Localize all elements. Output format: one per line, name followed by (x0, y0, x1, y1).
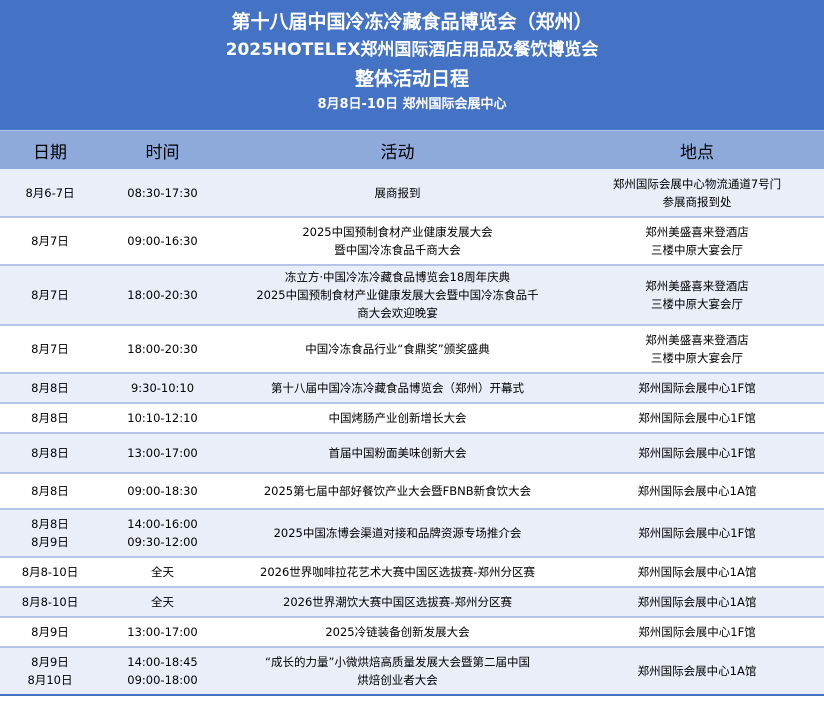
cell-time: 10:10-12:10 (100, 403, 225, 434)
table-header-row: 日期 时间 活动 地点 (0, 130, 824, 169)
table-row: 8月8日 9:30-10:10 第十八届中国冷冻冷藏食品博览会（郑州）开幕式 郑州国际… (0, 373, 824, 404)
cell-time: 14:00-16:00 09:30-12:00 (100, 509, 225, 558)
cell-time: 08:30-17:30 (100, 169, 225, 218)
cell-activity: 2025第七届中部好餐饮产业大会暨FBNB新食饮大会 (225, 473, 570, 510)
cell-location: 郑州国际会展中心物流通道7号门 参展商报到处 (570, 169, 824, 218)
header-date: 日期 (0, 130, 100, 169)
cell-location: 郑州国际会展中心1F馆 (570, 373, 824, 404)
cell-activity: 首届中国粉面美味创新大会 (225, 433, 570, 474)
cell-activity: 冻立方·中国冷冻冷藏食品博览会18周年庆典 2025中国预制食材产业健康发展大会… (225, 265, 570, 326)
table-row: 8月8日 09:00-18:30 2025第七届中部好餐饮产业大会暨FBNB新食饮大… (0, 473, 824, 510)
cell-date: 8月7日 (0, 325, 100, 374)
table-row: 8月8-10日 全天 2026世界潮饮大赛中国区选拔赛-郑州分区赛 郑州国际会展中心1… (0, 587, 824, 618)
table-row: 8月7日 09:00-16:30 2025中国预制食材产业健康发展大会 暨中国冷冻食… (0, 217, 824, 266)
schedule-table: 日期 时间 活动 地点 8月6-7日 08:30-17:30 展商报到 郑州国际会展中… (0, 130, 824, 696)
cell-activity: 2026世界咖啡拉花艺术大赛中国区选拔赛-郑州分区赛 (225, 557, 570, 588)
cell-location: 郑州美盛喜来登酒店 三楼中原大宴会厅 (570, 325, 824, 374)
header-time: 时间 (100, 130, 225, 169)
table-row: 8月9日 13:00-17:00 2025冷链装备创新发展大会 郑州国际会展中心1F馆 (0, 617, 824, 648)
cell-date: 8月8日 (0, 473, 100, 510)
cell-activity: 展商报到 (225, 169, 570, 218)
header-activity: 活动 (225, 130, 570, 169)
cell-date: 8月8日 8月9日 (0, 509, 100, 558)
cell-location: 郑州国际会展中心1A馆 (570, 473, 824, 510)
cell-location: 郑州美盛喜来登酒店 三楼中原大宴会厅 (570, 217, 824, 266)
cell-time: 13:00-17:00 (100, 617, 225, 648)
cell-location: 郑州国际会展中心1F馆 (570, 403, 824, 434)
table-row: 8月8日 8月9日 14:00-16:00 09:30-12:00 2025中国冻博… (0, 509, 824, 558)
table-row: 8月7日 18:00-20:30 冻立方·中国冷冻冷藏食品博览会18周年庆典 202… (0, 265, 824, 326)
table-row: 8月8-10日 全天 2026世界咖啡拉花艺术大赛中国区选拔赛-郑州分区赛 郑州国际会… (0, 557, 824, 588)
cell-time: 9:30-10:10 (100, 373, 225, 404)
table-row: 8月8日 13:00-17:00 首届中国粉面美味创新大会 郑州国际会展中心1F馆 (0, 433, 824, 474)
cell-location: 郑州国际会展中心1F馆 (570, 617, 824, 648)
cell-location: 郑州国际会展中心1F馆 (570, 509, 824, 558)
table-row: 8月7日 18:00-20:30 中国冷冻食品行业“食鼎奖”颁奖盛典 郑州美盛喜来登酒… (0, 325, 824, 374)
cell-time: 09:00-16:30 (100, 217, 225, 266)
cell-time: 09:00-18:30 (100, 473, 225, 510)
cell-date: 8月8-10日 (0, 557, 100, 588)
cell-date: 8月9日 8月10日 (0, 647, 100, 696)
cell-location: 郑州国际会展中心1A馆 (570, 587, 824, 618)
cell-activity: 中国烤肠产业创新增长大会 (225, 403, 570, 434)
cell-time: 14:00-18:45 09:00-18:00 (100, 647, 225, 696)
cell-date: 8月7日 (0, 265, 100, 326)
cell-activity: 2025中国冻博会渠道对接和品牌资源专场推介会 (225, 509, 570, 558)
cell-activity: 2025中国预制食材产业健康发展大会 暨中国冷冻食品千商大会 (225, 217, 570, 266)
table-row: 8月9日 8月10日 14:00-18:45 09:00-18:00 “成长的力量”… (0, 647, 824, 696)
cell-date: 8月8日 (0, 373, 100, 404)
cell-location: 郑州国际会展中心1A馆 (570, 647, 824, 696)
cell-time: 13:00-17:00 (100, 433, 225, 474)
cell-date: 8月8日 (0, 403, 100, 434)
table-row: 8月8日 10:10-12:10 中国烤肠产业创新增长大会 郑州国际会展中心1F馆 (0, 403, 824, 434)
cell-time: 全天 (100, 557, 225, 588)
hotelex-title: 2025HOTELEX郑州国际酒店用品及餐饮博览会 (225, 40, 599, 60)
cell-time: 全天 (100, 587, 225, 618)
cell-activity: “成长的力量”小微烘焙高质量发展大会暨第二届中国 烘焙创业者大会 (225, 647, 570, 696)
date-venue-subtitle: 8月8日-10日 郑州国际会展中心 (317, 97, 507, 112)
header-location: 地点 (570, 130, 824, 169)
cell-time: 18:00-20:30 (100, 265, 225, 326)
cell-location: 郑州国际会展中心1F馆 (570, 433, 824, 474)
cell-date: 8月6-7日 (0, 169, 100, 218)
cell-date: 8月7日 (0, 217, 100, 266)
cell-location: 郑州国际会展中心1A馆 (570, 557, 824, 588)
cell-time: 18:00-20:30 (100, 325, 225, 374)
cell-date: 8月8-10日 (0, 587, 100, 618)
table-row: 8月6-7日 08:30-17:30 展商报到 郑州国际会展中心物流通道7号门 参展商… (0, 169, 824, 218)
cell-activity: 中国冷冻食品行业“食鼎奖”颁奖盛典 (225, 325, 570, 374)
cell-activity: 2026世界潮饮大赛中国区选拔赛-郑州分区赛 (225, 587, 570, 618)
cell-activity: 第十八届中国冷冻冷藏食品博览会（郑州）开幕式 (225, 373, 570, 404)
schedule-title: 整体活动日程 (354, 68, 469, 90)
expo-title: 第十八届中国冷冻冷藏食品博览会（郑州） (231, 11, 593, 33)
schedule-banner: 第十八届中国冷冻冷藏食品博览会（郑州） 2025HOTELEX郑州国际酒店用品及… (0, 0, 824, 130)
cell-date: 8月8日 (0, 433, 100, 474)
cell-date: 8月9日 (0, 617, 100, 648)
cell-activity: 2025冷链装备创新发展大会 (225, 617, 570, 648)
cell-location: 郑州美盛喜来登酒店 三楼中原大宴会厅 (570, 265, 824, 326)
